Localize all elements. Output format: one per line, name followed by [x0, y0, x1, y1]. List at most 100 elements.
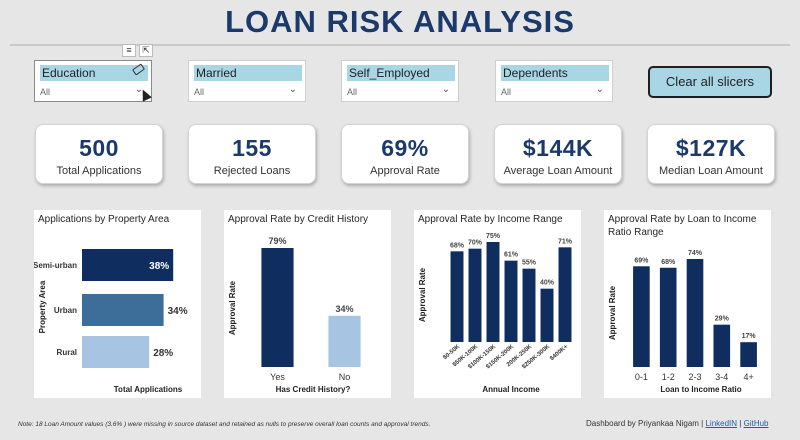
tick-label: Yes [270, 372, 285, 382]
credit-text: Dashboard by Priyankaa Nigam | [586, 419, 704, 428]
bar [713, 324, 731, 367]
data-label: 79% [268, 236, 286, 246]
visual-header-toolbar: ≡ ⇱ [122, 44, 153, 57]
tick-label: Rural [57, 348, 77, 357]
x-axis-label: Loan to Income Ratio [660, 385, 741, 394]
bar [328, 315, 361, 367]
bar [82, 249, 174, 281]
focus-mode-icon[interactable]: ⇱ [139, 44, 153, 57]
kpi-value: 500 [79, 135, 119, 161]
chart-svg: 68%$0-50K70%$50K-100K75%$100K-150K61%$15… [418, 233, 573, 394]
data-label: 34% [335, 304, 353, 314]
data-label: 29% [715, 316, 730, 323]
bar [82, 336, 150, 368]
chart-svg: 79% Yes 34% No Has Credit History? Approval R… [228, 236, 361, 394]
y-axis-label: Property Area [38, 280, 47, 333]
kpi-median-loan-amount: $127K Median Loan Amount [647, 124, 775, 184]
kpi-caption: Total Applications [56, 165, 142, 177]
kpi-value: $127K [675, 135, 747, 161]
y-axis-label: Approval Rate [608, 285, 617, 340]
bar [659, 267, 677, 367]
slicer-label: Dependents [501, 65, 609, 81]
kpi-caption: Rejected Loans [213, 165, 291, 177]
data-label: 74% [688, 250, 703, 257]
chart-loan-income-ratio[interactable]: 69% 0-1 68% 1-2 74% 2-3 29% 3-4 17% 4+ Loan to Inc… [604, 210, 771, 398]
chart-title: Applications by Property Area [38, 214, 170, 225]
credit-separator: | [739, 419, 742, 428]
chevron-down-icon[interactable]: ⌄ [288, 84, 297, 95]
chart-title: Approval Rate by Loan to Income Ratio Ra… [608, 214, 757, 238]
tick-label: 0-1 [635, 372, 648, 382]
slicer-label: Married [194, 65, 302, 81]
bar [522, 268, 536, 342]
bar [540, 288, 554, 342]
slicer-dependents[interactable]: Dependents All ⌄ [495, 60, 613, 102]
tick-label: 1-2 [662, 372, 675, 382]
chart-credit-history[interactable]: 79% Yes 34% No Has Credit History? Approval R… [224, 210, 391, 398]
bar [261, 248, 294, 367]
linkedin-link[interactable]: LinkedIN [705, 419, 738, 428]
kpi-value: 69% [381, 135, 429, 161]
footnote: Note: 18 Loan Amount values (3.6% ) were… [18, 421, 431, 428]
data-label: 68% [661, 259, 676, 266]
chart-title: Approval Rate by Income Range [418, 214, 563, 225]
chart-svg: Semi-urban 38% Urban 34% Rural 28% Total Appli… [34, 249, 188, 394]
chevron-down-icon[interactable]: ⌄ [595, 84, 604, 95]
data-label: 69% [634, 257, 649, 264]
slicer-married[interactable]: Married All ⌄ [188, 60, 306, 102]
x-axis-label: Has Credit History? [276, 385, 351, 394]
data-label: 75% [486, 233, 501, 240]
bar [558, 247, 572, 342]
tick-label: $400K+ [549, 344, 569, 363]
kpi-caption: Approval Rate [370, 165, 440, 177]
y-axis-label: Approval Rate [418, 267, 427, 322]
data-label: 17% [742, 333, 757, 340]
bar [633, 266, 650, 367]
filter-icon[interactable]: ≡ [122, 44, 136, 57]
bar [504, 260, 518, 342]
data-label: 71% [558, 238, 573, 245]
chart-income-range[interactable]: 68% $0-50K 70% $50K-100K 75% $100K-150K 61% $15… [414, 210, 581, 398]
bar [686, 259, 704, 367]
tick-label: No [339, 372, 351, 382]
slicer-value[interactable]: All [347, 87, 358, 97]
data-label: 68% [450, 242, 465, 249]
clear-slicers-button[interactable]: Clear all slicers [648, 66, 772, 98]
data-label: 34% [168, 306, 188, 317]
slicer-self-employed[interactable]: Self_Employed All ⌄ [341, 60, 459, 102]
chevron-down-icon[interactable]: ⌄ [134, 84, 143, 95]
x-axis-label: Total Applications [114, 385, 183, 394]
tick-label: Semi-urban [34, 261, 77, 270]
data-label: 61% [504, 252, 519, 259]
kpi-rejected-loans: 155 Rejected Loans [188, 124, 316, 184]
chart-svg: 69% 0-1 68% 1-2 74% 2-3 29% 3-4 17% 4+Loan to Inc… [608, 250, 757, 394]
kpi-caption: Average Loan Amount [503, 165, 613, 177]
title-divider [10, 44, 790, 46]
data-label: 55% [522, 260, 537, 267]
chevron-down-icon[interactable]: ⌄ [441, 84, 450, 95]
kpi-approval-rate: 69% Approval Rate [341, 124, 469, 184]
slicer-value[interactable]: All [501, 87, 512, 97]
tick-label: 3-4 [715, 372, 728, 382]
slicer-value[interactable]: All [194, 87, 205, 97]
slicer-value[interactable]: All [40, 87, 51, 97]
data-label: 38% [149, 261, 169, 272]
github-link[interactable]: GitHub [743, 419, 769, 428]
credit-line: Dashboard by Priyankaa Nigam | LinkedIN … [586, 419, 769, 428]
bar [450, 251, 464, 342]
bar [82, 294, 164, 326]
data-label: 40% [540, 280, 555, 287]
data-label: 70% [468, 240, 483, 247]
tick-label: 2-3 [688, 372, 701, 382]
chart-property-area[interactable]: Semi-urban 38% Urban 34% Rural 28% Total Appli… [34, 210, 201, 398]
tick-label: Urban [54, 306, 77, 315]
kpi-caption: Median Loan Amount [659, 165, 763, 177]
kpi-value: $144K [522, 135, 594, 161]
y-axis-label: Approval Rate [228, 280, 237, 335]
slicer-label: Education [40, 65, 148, 81]
kpi-average-loan-amount: $144K Average Loan Amount [494, 124, 622, 184]
bar [486, 242, 500, 342]
page-title: LOAN RISK ANALYSIS [225, 4, 575, 39]
tick-label: 4+ [743, 372, 753, 382]
slicer-education[interactable]: Education All ⌄ [34, 60, 152, 102]
